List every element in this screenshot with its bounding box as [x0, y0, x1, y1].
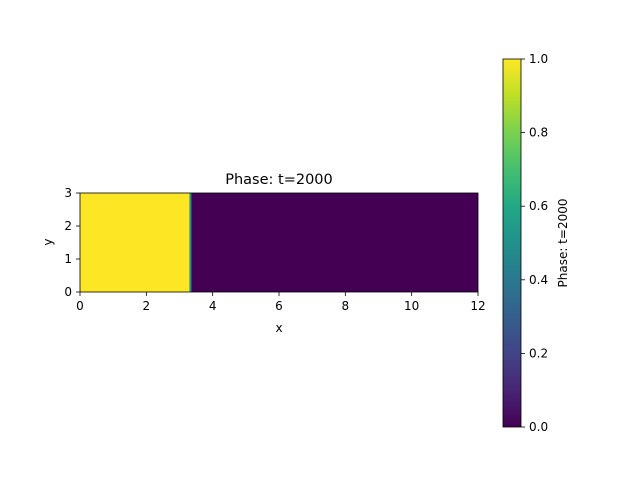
colorbar-tick-label: 0.0 — [529, 420, 548, 434]
colorbar — [502, 58, 522, 428]
x-axis-ticks: 0 2 4 6 8 10 12 — [76, 292, 486, 313]
colorbar-tick-label: 0.4 — [529, 273, 548, 287]
x-axis-label: x — [275, 321, 282, 335]
x-tick-label: 4 — [209, 299, 217, 313]
chart-title: Phase: t=2000 — [225, 172, 333, 188]
colorbar-ticks: 0.0 0.2 0.4 0.6 0.8 1.0 — [521, 52, 548, 434]
colorbar-tick-label: 0.6 — [529, 199, 548, 213]
x-tick-label: 12 — [470, 299, 485, 313]
y-tick-label: 0 — [64, 285, 72, 299]
x-tick-label: 10 — [404, 299, 419, 313]
y-axis-label: y — [41, 238, 55, 245]
heatmap-cells — [80, 193, 478, 292]
x-tick-label: 2 — [143, 299, 151, 313]
y-tick-label: 3 — [64, 186, 72, 200]
y-tick-label: 1 — [64, 252, 72, 266]
heatmap-region-1 — [190, 193, 478, 292]
colorbar-tick-label: 1.0 — [529, 52, 548, 66]
interface-line — [189, 193, 192, 292]
heatmap-region-0 — [80, 193, 191, 292]
y-tick-label: 2 — [64, 219, 72, 233]
colorbar-tick-label: 0.2 — [529, 346, 548, 360]
y-axis-ticks: 0 1 2 3 — [64, 186, 80, 299]
x-tick-label: 6 — [275, 299, 283, 313]
x-tick-label: 8 — [342, 299, 350, 313]
colorbar-label: Phase: t=2000 — [556, 199, 570, 288]
x-tick-label: 0 — [76, 299, 84, 313]
colorbar-tick-label: 0.8 — [529, 126, 548, 140]
